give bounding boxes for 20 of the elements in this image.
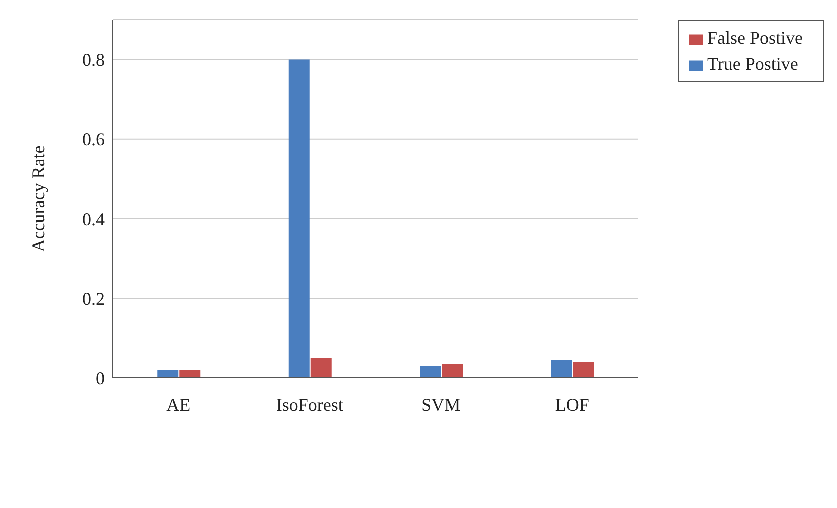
bar	[310, 358, 332, 378]
legend-label: True Postive	[707, 54, 798, 74]
bar	[573, 362, 594, 378]
y-tick-label: 0.2	[82, 288, 105, 309]
bar	[158, 370, 179, 378]
legend-label: False Postive	[707, 28, 803, 48]
y-tick-label: 0.8	[82, 50, 105, 70]
bar	[551, 360, 572, 378]
bar	[288, 60, 310, 378]
bar	[442, 364, 464, 378]
x-tick-label: SVM	[422, 394, 461, 415]
y-axis-title: Accuracy Rate	[28, 146, 48, 252]
y-tick-label: 0.6	[82, 130, 105, 150]
x-tick-label: LOF	[555, 394, 590, 415]
y-tick-label: 0	[96, 368, 105, 388]
bar	[180, 370, 201, 378]
x-tick-label: AE	[166, 394, 191, 415]
bar	[420, 366, 442, 378]
x-tick-label: IsoForest	[276, 394, 344, 415]
y-tick-label: 0.4	[82, 209, 105, 230]
